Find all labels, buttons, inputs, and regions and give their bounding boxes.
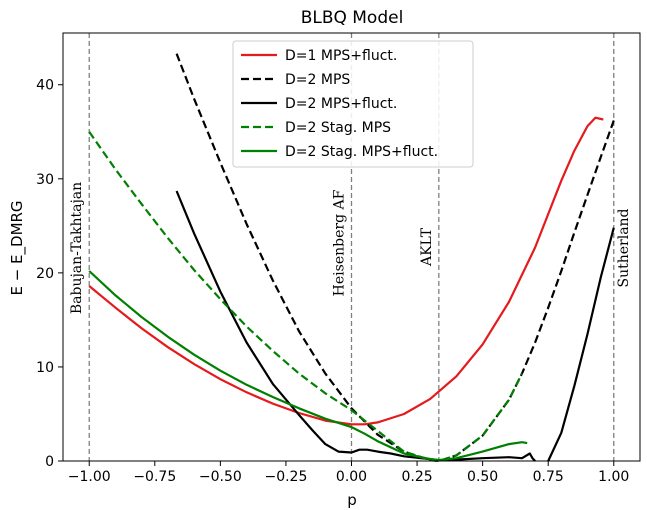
- legend-label: D=1 MPS+fluct.: [285, 48, 397, 64]
- axes: −1.00 −0.75 −0.50 −0.25 0.00 0.25 0.50 0.75 1.00…: [36, 32, 641, 485]
- x-tick-label: 0.25: [401, 469, 432, 485]
- y-tick-label: 0: [45, 454, 54, 470]
- x-tick-label: 1.00: [598, 469, 629, 485]
- x-tick-label: 0.50: [467, 469, 498, 485]
- series-line: [175, 190, 615, 462]
- y-tick-label: 40: [36, 78, 54, 94]
- y-tick-label: 10: [36, 360, 54, 376]
- x-tick-label: −0.50: [199, 469, 242, 485]
- legend-label: D=2 Stag. MPS+fluct.: [285, 144, 438, 160]
- series-line: [175, 53, 615, 463]
- reference-lines: Babujan-Takhtajan Heisenberg AF AKLT Suther…: [69, 33, 632, 461]
- series-line: [88, 116, 604, 426]
- legend-label: D=2 MPS: [285, 72, 350, 88]
- reference-line-label: Heisenberg AF: [332, 189, 348, 296]
- x-axis-label: p: [347, 491, 357, 509]
- series-layer: [88, 53, 615, 463]
- x-tick-label: −1.00: [68, 469, 111, 485]
- series-line: [88, 131, 523, 463]
- reference-line-label: AKLT: [419, 227, 435, 267]
- reference-line-label: Sutherland: [616, 208, 632, 287]
- legend: D=1 MPS+fluct. D=2 MPS D=2 MPS+fluct. D=2 S…: [232, 40, 474, 168]
- legend-label: D=2 MPS+fluct.: [285, 96, 397, 112]
- y-axis-label: E − E_DMRG: [8, 200, 27, 295]
- x-tick-label: −0.25: [264, 469, 307, 485]
- x-tick-label: −0.75: [133, 469, 176, 485]
- legend-label: D=2 Stag. MPS: [285, 120, 391, 136]
- legend-box: [232, 40, 474, 168]
- reference-line-label: Babujan-Takhtajan: [69, 182, 85, 314]
- x-tick-label: 0.00: [336, 469, 367, 485]
- y-tick-label: 30: [36, 172, 54, 188]
- series-line: [88, 270, 528, 462]
- y-tick-label: 20: [36, 266, 54, 282]
- chart-title: BLBQ Model: [301, 8, 404, 28]
- x-tick-label: 0.75: [533, 469, 564, 485]
